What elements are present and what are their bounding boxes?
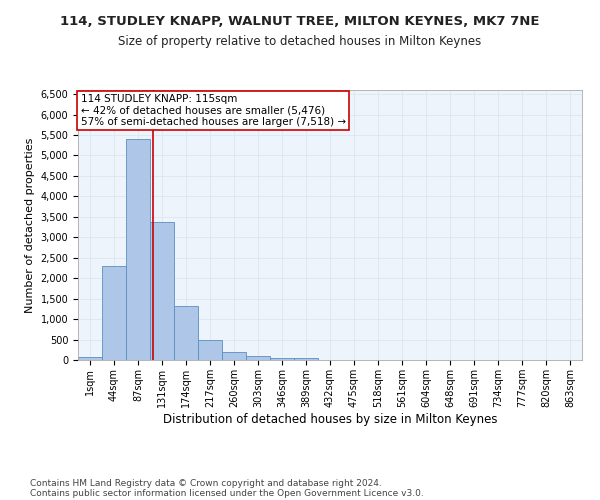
Bar	[174, 306, 198, 360]
Text: 114, STUDLEY KNAPP, WALNUT TREE, MILTON KEYNES, MK7 7NE: 114, STUDLEY KNAPP, WALNUT TREE, MILTON …	[60, 15, 540, 28]
Bar	[102, 266, 126, 360]
Bar	[198, 340, 222, 360]
Y-axis label: Number of detached properties: Number of detached properties	[25, 138, 35, 312]
Text: Contains HM Land Registry data © Crown copyright and database right 2024.: Contains HM Land Registry data © Crown c…	[30, 478, 382, 488]
Bar	[150, 222, 174, 360]
Bar	[246, 356, 270, 360]
Bar	[126, 139, 150, 360]
Text: Size of property relative to detached houses in Milton Keynes: Size of property relative to detached ho…	[118, 35, 482, 48]
Bar	[78, 356, 102, 360]
X-axis label: Distribution of detached houses by size in Milton Keynes: Distribution of detached houses by size …	[163, 412, 497, 426]
Bar	[294, 358, 318, 360]
Text: 114 STUDLEY KNAPP: 115sqm
← 42% of detached houses are smaller (5,476)
57% of se: 114 STUDLEY KNAPP: 115sqm ← 42% of detac…	[80, 94, 346, 127]
Bar	[222, 352, 246, 360]
Text: Contains public sector information licensed under the Open Government Licence v3: Contains public sector information licen…	[30, 488, 424, 498]
Bar	[270, 358, 294, 360]
